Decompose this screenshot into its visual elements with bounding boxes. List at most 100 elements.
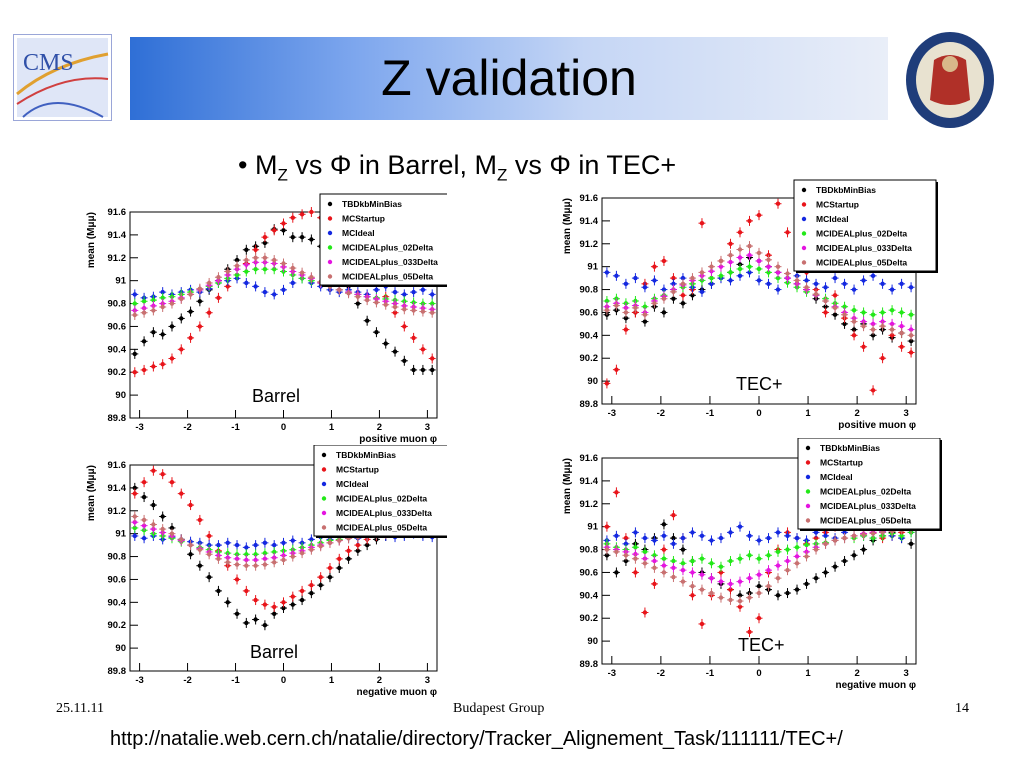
data-point <box>907 309 915 320</box>
data-point <box>888 324 896 335</box>
data-point <box>869 309 877 320</box>
data-point <box>631 553 639 564</box>
data-point <box>707 558 715 569</box>
y-tick-label: 91 <box>115 529 126 540</box>
chart-svg: 89.8 90 90.2 90.4 90.6 90.8 91 91.2 91.4 91.6 -3 -2… <box>562 179 938 431</box>
data-point <box>242 277 250 288</box>
data-point <box>688 556 696 566</box>
legend-marker <box>805 518 811 523</box>
data-point <box>612 567 620 578</box>
y-tick-label: 90.8 <box>580 285 599 296</box>
data-point <box>372 327 380 338</box>
data-point <box>879 321 887 332</box>
legend-marker <box>801 187 807 193</box>
data-point <box>765 254 773 265</box>
data-point <box>298 595 306 606</box>
data-point <box>774 546 782 557</box>
cms-logo-text: CMS <box>23 50 74 76</box>
data-point <box>755 535 763 546</box>
data-point <box>196 560 204 571</box>
data-point <box>428 353 436 364</box>
data-point <box>187 332 195 343</box>
series-MCIDEALplus_05Delta <box>603 241 915 341</box>
data-point <box>879 278 887 289</box>
x-tick-label: 1 <box>805 668 811 679</box>
data-point <box>736 263 744 274</box>
y-tick-label: 90.6 <box>580 567 599 578</box>
x-tick-label: -3 <box>608 668 616 679</box>
data-point <box>307 207 315 217</box>
data-point <box>822 538 830 549</box>
y-tick-label: 89.8 <box>108 413 127 424</box>
y-tick-label: 90.2 <box>108 367 127 378</box>
x-tick-label: 2 <box>377 675 382 686</box>
legend-entry: MCIDEALplus_02Delta <box>816 229 907 239</box>
y-tick-label: 91 <box>115 276 126 287</box>
data-point <box>860 275 868 286</box>
data-point <box>688 273 696 284</box>
data-point <box>745 626 753 637</box>
data-point <box>252 595 260 606</box>
data-point <box>252 540 260 551</box>
data-point <box>168 321 176 332</box>
data-point <box>187 540 195 551</box>
x-tick-label: 0 <box>281 675 286 686</box>
x-tick-label: 3 <box>425 422 430 433</box>
x-tick-label: -2 <box>657 408 665 419</box>
data-point <box>280 218 287 229</box>
data-point <box>131 367 139 378</box>
data-point <box>650 578 658 589</box>
legend: TBDkbMinBias MCStartup MCIdeal MCIDEALplus_… <box>797 438 942 531</box>
data-point <box>205 277 213 288</box>
data-point <box>270 557 278 568</box>
data-point <box>631 527 639 538</box>
data-point <box>707 573 715 584</box>
data-point <box>641 533 649 544</box>
data-point <box>400 355 408 366</box>
data-point <box>898 321 906 332</box>
data-point <box>622 307 630 318</box>
data-point <box>641 607 649 618</box>
data-point <box>612 530 620 541</box>
y-tick-label: 90 <box>115 643 126 654</box>
data-point <box>669 572 677 583</box>
data-point <box>717 533 725 544</box>
data-point <box>196 283 204 294</box>
y-tick-label: 90 <box>587 376 598 387</box>
data-point <box>669 538 677 549</box>
data-point <box>603 378 611 389</box>
data-point <box>669 273 677 284</box>
data-point <box>345 545 353 556</box>
x-tick-label: 1 <box>329 675 335 686</box>
legend-marker <box>801 202 807 207</box>
data-point <box>280 258 287 269</box>
data-point <box>603 544 611 555</box>
legend-marker <box>321 525 327 530</box>
legend-marker <box>801 231 807 236</box>
data-point <box>233 574 241 585</box>
data-point <box>822 307 830 318</box>
data-point <box>650 535 658 546</box>
legend-marker <box>321 452 327 458</box>
x-tick-label: 3 <box>904 408 909 419</box>
data-point <box>140 477 148 488</box>
data-point <box>140 307 148 318</box>
data-point <box>410 332 418 343</box>
data-point <box>641 282 649 293</box>
data-point <box>745 550 753 561</box>
data-point <box>726 257 734 268</box>
source-url[interactable]: http://natalie.web.cern.ch/natalie/direc… <box>110 728 843 750</box>
data-point <box>698 553 706 564</box>
footer-center: Budapest Group <box>453 701 545 716</box>
data-point <box>252 281 260 292</box>
y-tick-label: 90.2 <box>580 613 599 624</box>
data-point <box>879 353 887 364</box>
legend-marker <box>805 445 811 451</box>
data-point <box>888 284 896 295</box>
x-tick-label: 1 <box>805 408 811 419</box>
x-axis-label: negative muon φ <box>836 680 917 691</box>
data-point <box>270 225 278 236</box>
y-tick-label: 91.2 <box>580 499 599 510</box>
data-point <box>679 278 687 289</box>
data-point <box>187 500 195 511</box>
